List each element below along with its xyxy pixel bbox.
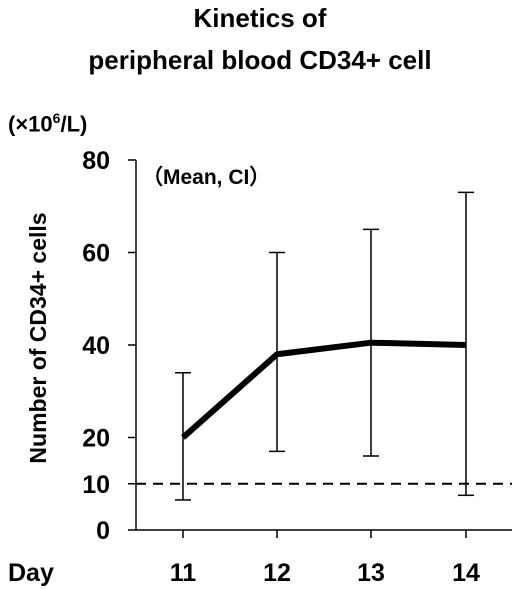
x-tick-label: 13 xyxy=(357,559,385,587)
chart-title-line-1: Kinetics of xyxy=(193,3,327,33)
y-tick-label: 80 xyxy=(82,147,110,175)
y-tick-label: 0 xyxy=(96,517,110,545)
y-unit-label: (×106/L) xyxy=(8,110,87,137)
y-tick-label: 60 xyxy=(82,240,110,268)
y-tick-label: 10 xyxy=(82,471,110,499)
unit-prefix: (×10 xyxy=(8,111,53,137)
x-tick-label: 11 xyxy=(170,559,197,587)
unit-exponent: 6 xyxy=(52,110,61,126)
y-tick-label: 40 xyxy=(82,332,110,360)
unit-suffix: /L) xyxy=(60,111,88,137)
chart-title-line-2: peripheral blood CD34+ cell xyxy=(88,45,432,75)
y-axis-label: Number of CD34+ cells xyxy=(25,212,51,463)
chart-annotation: （Mean, CI） xyxy=(142,165,270,189)
x-axis-title: Day xyxy=(8,559,54,587)
x-tick-label: 14 xyxy=(452,559,480,587)
mean-series-line xyxy=(181,339,467,440)
y-tick-label: 20 xyxy=(82,425,110,453)
x-tick-label: 12 xyxy=(263,559,291,587)
